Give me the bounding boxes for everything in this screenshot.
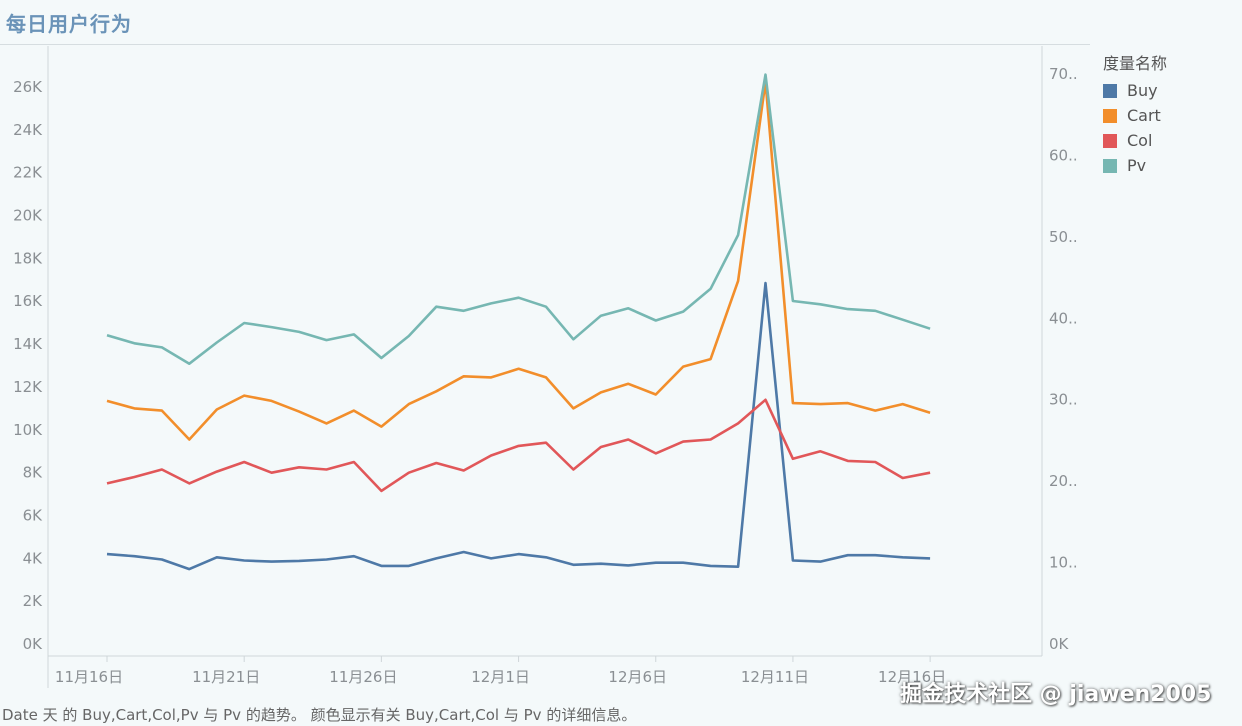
- y-left-tick-label: 16K: [13, 292, 43, 310]
- y-left-tick-label: 14K: [13, 335, 43, 353]
- y-left-tick-label: 24K: [13, 121, 43, 139]
- legend-item-col[interactable]: Col: [1103, 128, 1167, 153]
- y-right-tick-label: 70..: [1049, 65, 1078, 83]
- y-left-tick-label: 2K: [23, 592, 44, 610]
- chart-title: 每日用户行为: [6, 12, 132, 36]
- watermark: 掘金技术社区 @ jiawen2005: [900, 682, 1212, 707]
- title-divider: [0, 44, 1090, 45]
- x-tick-label: 12月6日: [608, 668, 667, 686]
- series-line-buy: [106, 281, 931, 571]
- legend-swatch: [1103, 133, 1117, 148]
- legend-swatch: [1103, 158, 1117, 173]
- y-left-tick-label: 10K: [13, 421, 43, 439]
- x-tick-label: 12月1日: [471, 668, 530, 686]
- legend: 度量名称 Buy Cart Col Pv: [1103, 50, 1167, 178]
- y-right-tick-label: 40..: [1049, 309, 1078, 327]
- legend-swatch: [1103, 108, 1117, 123]
- x-tick-label: 12月16日: [878, 668, 946, 686]
- legend-swatch: [1103, 83, 1117, 98]
- y-left-tick-label: 20K: [13, 207, 43, 225]
- y-right-tick-label: 30..: [1049, 391, 1078, 409]
- legend-item-buy[interactable]: Buy: [1103, 78, 1167, 103]
- legend-label: Buy: [1127, 81, 1158, 100]
- y-right-tick-label: 10..: [1049, 554, 1078, 572]
- legend-label: Col: [1127, 131, 1153, 150]
- legend-title: 度量名称: [1103, 54, 1168, 73]
- y-right-tick-label: 50..: [1049, 228, 1078, 246]
- legend-label: Cart: [1127, 106, 1161, 125]
- legend-label: Pv: [1127, 156, 1147, 175]
- x-tick-label: 11月26日: [329, 668, 397, 686]
- y-left-tick-label: 18K: [13, 249, 43, 267]
- x-tick-label: 12月11日: [741, 668, 809, 686]
- y-left-tick-label: 12K: [13, 378, 43, 396]
- series-line-pv: [106, 73, 931, 366]
- chart-axes: 0K 2K 4K 6K 8K 10K 12K 14K 16K 18K 20K 22K 24K 26K 0K 1…: [13, 46, 1078, 688]
- legend-item-pv[interactable]: Pv: [1103, 153, 1167, 178]
- series-line-cart: [106, 80, 931, 441]
- chart-caption: Date 天 的 Buy,Cart,Col,Pv 与 Pv 的趋势。 颜色显示有…: [2, 706, 637, 724]
- legend-item-cart[interactable]: Cart: [1103, 103, 1167, 128]
- y-right-tick-label: 20..: [1049, 472, 1078, 490]
- y-left-tick-label: 6K: [23, 506, 44, 524]
- chart-series: [106, 73, 931, 571]
- y-left-tick-label: 22K: [13, 164, 43, 182]
- series-line-col: [106, 398, 931, 493]
- y-left-tick-label: 26K: [13, 78, 43, 96]
- x-tick-label: 11月21日: [192, 668, 260, 686]
- legend-items: Buy Cart Col Pv: [1103, 78, 1167, 178]
- y-left-tick-label: 8K: [23, 464, 44, 482]
- x-tick-label: 11月16日: [55, 668, 123, 686]
- y-left-tick-label: 0K: [23, 635, 44, 653]
- y-right-tick-label: 0K: [1049, 635, 1070, 653]
- y-right-tick-label: 60..: [1049, 146, 1078, 164]
- y-left-tick-label: 4K: [23, 549, 44, 567]
